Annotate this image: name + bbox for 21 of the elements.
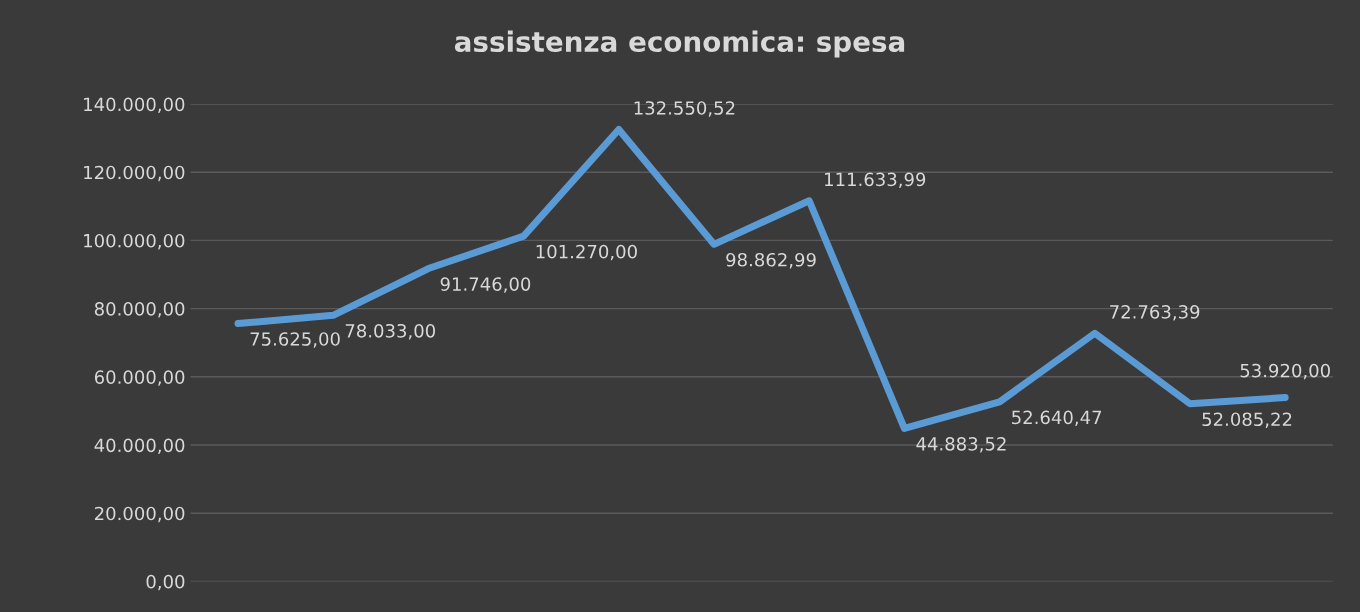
y-tick-label: 40.000,00 bbox=[94, 438, 185, 454]
chart-title: assistenza economica: spesa bbox=[454, 30, 905, 58]
y-tick-label: 60.000,00 bbox=[94, 370, 185, 386]
y-tick-label: 0,00 bbox=[146, 574, 185, 591]
text: 98.862,99 bbox=[726, 252, 816, 269]
text: 75.625,00 bbox=[250, 332, 340, 348]
text: 101.270,00 bbox=[536, 244, 637, 261]
y-tick-label: 20.000,00 bbox=[94, 506, 185, 523]
y-tick-label: 120.000,00 bbox=[84, 165, 185, 182]
text: 91.746,00 bbox=[440, 277, 531, 293]
text: 52.085,22 bbox=[1202, 412, 1292, 428]
y-tick-label: 100.000,00 bbox=[84, 233, 185, 250]
text: 52.640,47 bbox=[1012, 410, 1102, 427]
text: 72.763,39 bbox=[1110, 305, 1200, 321]
text: 132.550,52 bbox=[634, 101, 735, 117]
text: 78.033,00 bbox=[345, 323, 435, 340]
y-tick-label: 140.000,00 bbox=[84, 97, 185, 113]
text: 44.883,52 bbox=[916, 437, 1006, 453]
text: 53.920,00 bbox=[1240, 363, 1330, 380]
text: 111.633,99 bbox=[825, 172, 926, 188]
y-tick-label: 80.000,00 bbox=[94, 302, 185, 318]
